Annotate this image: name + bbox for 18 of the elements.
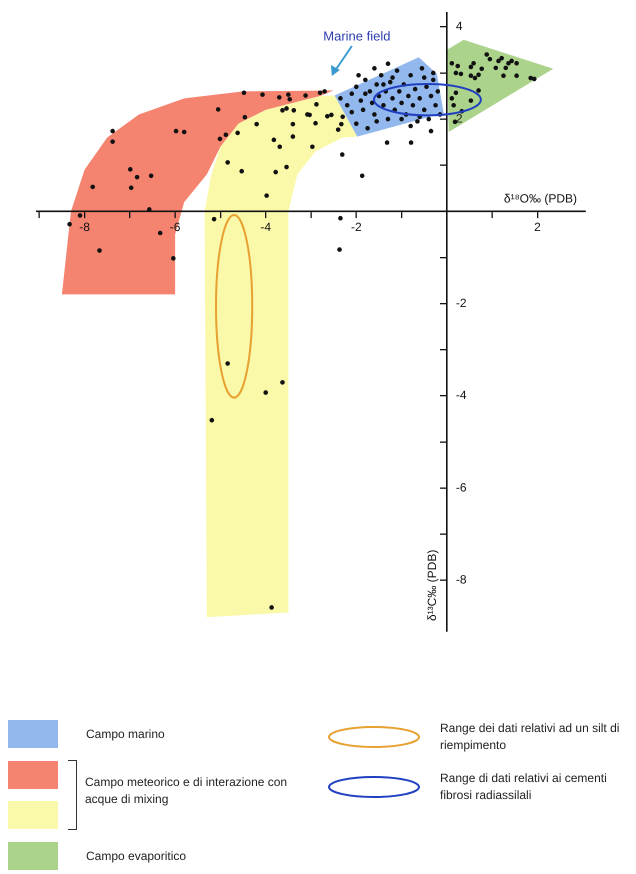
y-tick-label: 2 <box>456 111 463 126</box>
x-tick-label: -2 <box>350 220 362 234</box>
y-tick-label: -4 <box>456 388 467 402</box>
annotation: Marine field <box>323 28 390 44</box>
x-tick-label: -4 <box>260 220 272 234</box>
x-axis-title: δ¹⁸O‰ (PDB) <box>504 192 577 206</box>
y-axis-title: δ¹³C‰ (PDB) <box>425 550 440 621</box>
y-tick-label: 4 <box>456 19 463 34</box>
legend-label: Campo meteorico e di interazione con acque di mixing <box>85 774 288 808</box>
y-tick-label: -8 <box>456 572 467 587</box>
legend-label: Campo marino <box>86 726 166 742</box>
legend-label: Campo evaporitico <box>86 848 188 864</box>
text: Range di dati relativi ai cementi fibrosi radiassilali <box>440 770 608 804</box>
x-tick-label: 2 <box>534 220 542 234</box>
y-tick-label: -6 <box>456 480 467 494</box>
y-tick-label: -2 <box>456 296 467 310</box>
text: Range dei dati relativi ad un silt di riempimento <box>440 720 620 754</box>
x-tick-label: -8 <box>79 220 90 234</box>
